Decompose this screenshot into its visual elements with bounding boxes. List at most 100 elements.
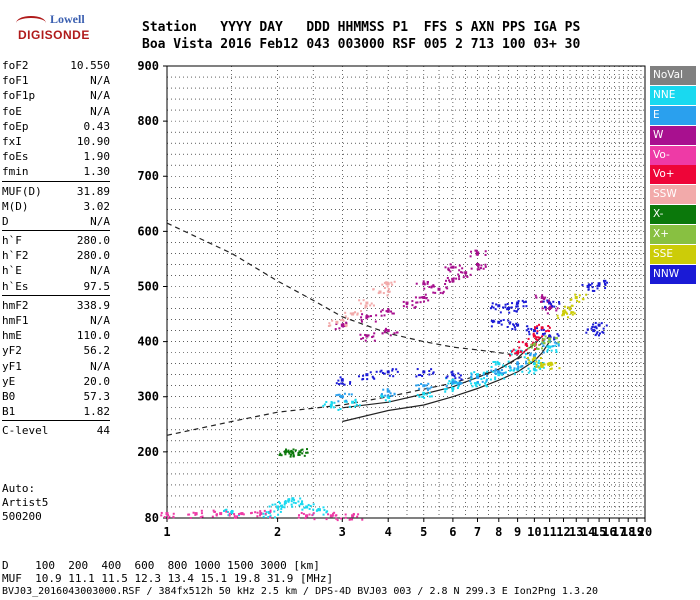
- echo-pixel: [277, 508, 280, 511]
- echo-point: [422, 384, 426, 388]
- echo-pixel: [387, 309, 390, 312]
- echo-pixel: [269, 514, 272, 517]
- echo-pixel: [360, 318, 363, 321]
- x-tick-label: 7: [474, 525, 481, 539]
- echo-pixel: [563, 309, 566, 312]
- echo-pixel: [482, 267, 485, 270]
- echo-pixel: [492, 360, 495, 363]
- echo-pixel: [301, 452, 304, 455]
- echo-pixel: [594, 325, 597, 328]
- echo-pixel: [326, 510, 329, 513]
- echo-pixel: [433, 285, 436, 288]
- echo-pixel: [411, 304, 414, 307]
- param-value: 1.30: [83, 165, 111, 179]
- legend-item: SSW: [650, 185, 696, 205]
- echo-pixel: [541, 294, 544, 297]
- echo-pixel: [547, 345, 550, 348]
- echo-pixel: [256, 515, 259, 518]
- echo-pixel: [470, 375, 473, 378]
- param-name: foEp: [2, 119, 29, 133]
- echo-pixel: [418, 395, 421, 398]
- echo-pixel: [470, 382, 473, 385]
- x-tick-label: 2: [274, 525, 281, 539]
- echo-pixel: [461, 271, 464, 274]
- echo-pixel: [361, 518, 364, 521]
- echo-pixel: [555, 349, 558, 352]
- echo-pixel: [382, 388, 385, 391]
- echo-pixel: [457, 273, 460, 276]
- echo-pixel: [313, 518, 316, 521]
- echo-pixel: [362, 337, 365, 340]
- echo-pixel: [521, 341, 524, 344]
- echo-pixel: [422, 391, 425, 394]
- echo-point: [497, 304, 501, 308]
- echo-pixel: [522, 351, 525, 354]
- logo-lowell: Lowell: [50, 12, 85, 26]
- ionogram-parameters: foF2 10.550 foF1 N/A foF1p N/A foE N/A foEp 0.43 f…: [2, 58, 110, 439]
- echo-pixel: [506, 302, 509, 305]
- echo-pixel: [444, 266, 447, 269]
- echo-pixel: [344, 311, 347, 314]
- echo-pixel: [339, 319, 342, 322]
- echo-pixel: [553, 305, 556, 308]
- echo-pixel: [596, 331, 599, 334]
- echo-pixel: [486, 370, 489, 373]
- echo-pixel: [172, 515, 175, 518]
- echo-pixel: [524, 352, 527, 355]
- echo-pixel: [537, 365, 540, 368]
- echo-pixel: [537, 336, 540, 339]
- echo-pixel: [395, 368, 398, 371]
- echo-pixel: [303, 506, 306, 509]
- y-tick-label: 600: [137, 224, 159, 238]
- echo-pixel: [350, 518, 353, 521]
- header-values: Boa Vista 2016 Feb12 043 003000 RSF 005 …: [142, 37, 581, 52]
- param-name: hmF1: [2, 314, 29, 327]
- echo-pixel: [328, 322, 331, 325]
- echo-pixel: [439, 291, 442, 294]
- param-value: 57.3: [83, 389, 111, 403]
- echo-pixel: [299, 497, 302, 500]
- echo-pixel: [200, 512, 203, 515]
- echo-pixel: [418, 387, 421, 390]
- echo-point: [351, 514, 355, 518]
- echo-pixel: [594, 334, 597, 337]
- echo-pixel: [342, 322, 345, 325]
- echo-pixel: [427, 299, 430, 302]
- echo-pixel: [540, 363, 543, 366]
- echo-pixel: [172, 512, 175, 515]
- echo-pixel: [360, 310, 363, 313]
- param-row: hmF1 N/A: [2, 313, 110, 328]
- echo-pixel: [359, 302, 362, 305]
- echo-point: [540, 326, 544, 330]
- echo-pixel: [233, 515, 236, 518]
- echo-pixel: [291, 505, 294, 508]
- echo-pixel: [533, 326, 536, 329]
- echo-pixel: [406, 302, 409, 305]
- echo-pixel: [309, 504, 312, 507]
- echo-pixel: [391, 283, 394, 286]
- echo-pixel: [380, 393, 383, 396]
- echo-pixel: [361, 313, 364, 316]
- echo-point: [540, 296, 544, 300]
- echo-pixel: [445, 388, 448, 391]
- param-value: 10.90: [76, 134, 110, 148]
- param-row: C-level 44: [2, 423, 110, 438]
- echo-pixel: [330, 406, 333, 409]
- echo-pixel: [563, 305, 566, 308]
- echo-pixel: [312, 512, 315, 515]
- echo-pixel: [464, 274, 467, 277]
- echo-pixel: [446, 375, 449, 378]
- echo-pixel: [587, 285, 590, 288]
- echo-pixel: [534, 327, 537, 330]
- echo-pixel: [566, 312, 569, 315]
- echo-pixel: [267, 515, 270, 518]
- echo-pixel: [287, 449, 290, 452]
- echo-pixel: [550, 306, 553, 309]
- echo-pixel: [415, 384, 418, 387]
- echo-point: [524, 342, 528, 346]
- echo-pixel: [517, 365, 520, 368]
- echo-pixel: [329, 324, 332, 327]
- echo-pixel: [349, 312, 352, 315]
- echo-pixel: [163, 516, 166, 519]
- echo-pixel: [513, 368, 516, 371]
